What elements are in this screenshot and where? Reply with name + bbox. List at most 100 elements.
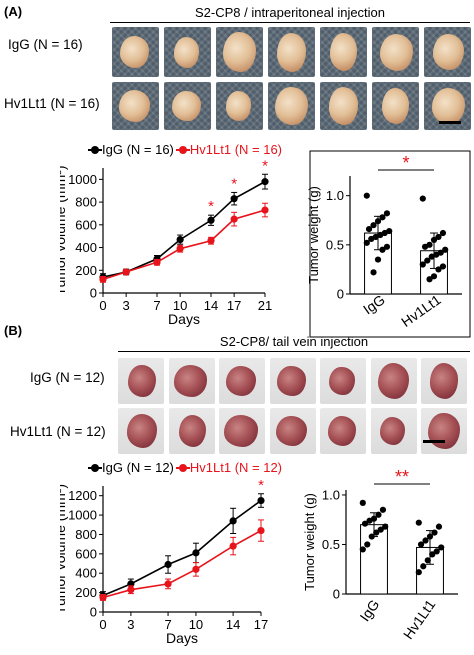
legend-hv1-marker [178, 463, 187, 472]
x-axis-label: Days [168, 311, 200, 327]
y-tick-label: 0 [90, 605, 97, 620]
legend-igg-label: IgG (N = 12) [102, 460, 174, 475]
tumor-photo [219, 408, 265, 454]
tumor-photo [320, 408, 366, 454]
tumor-photo [118, 358, 164, 404]
tumor-photo [168, 358, 215, 404]
sample-point [374, 218, 382, 225]
x-tick-label: 14 [204, 298, 218, 313]
tumor-photo [112, 82, 159, 130]
x-tick-label: 17 [227, 298, 241, 313]
y-tick-label: 0.5 [322, 537, 340, 552]
panel-b-volume-chart: 0 200 400 600 800 1000 1200 0 3 7 10 14 17 Days Tumor … [60, 477, 268, 646]
y-tick-label: 0 [90, 286, 97, 301]
sample-point [429, 551, 436, 558]
panel-a-legend: IgG (N = 16) Hv1Lt1 (N = 16) [88, 142, 282, 157]
sample-point [421, 243, 429, 250]
y-tick-label: 600 [75, 546, 97, 561]
sample-point [420, 563, 427, 570]
tumor-photo [112, 27, 159, 77]
sample-point [435, 523, 443, 530]
sample-point [383, 210, 391, 217]
data-point [153, 258, 161, 266]
tumor-photo [118, 408, 164, 454]
tumor-specimen [173, 36, 200, 68]
series-line-0 [102, 180, 266, 278]
panel-b-row1-label: IgG (N = 12) [30, 370, 105, 385]
tumor-photo [320, 27, 367, 77]
x-tick-label: 14 [226, 617, 240, 632]
legend-igg-label: IgG (N = 16) [102, 142, 174, 157]
y-tick-label: 1.0 [326, 188, 344, 203]
sample-point [365, 226, 373, 233]
tumor-specimen [118, 90, 151, 122]
x-tick-label: 7 [164, 617, 171, 632]
sample-point [435, 266, 442, 273]
sample-point [359, 546, 366, 553]
sample-point [430, 273, 438, 280]
data-point [127, 586, 135, 594]
sample-point [426, 533, 434, 540]
tumor-specimen [276, 415, 307, 447]
sample-point [370, 222, 377, 229]
tumor-specimen [379, 416, 406, 446]
significance-star: * [231, 175, 237, 192]
data-point [207, 237, 215, 245]
x-tick-label: Hv1Lt1 [398, 291, 444, 330]
tumor-photo [219, 358, 265, 404]
x-tick-label: IgG [356, 597, 382, 625]
sample-point [364, 541, 371, 548]
significance-star: * [208, 198, 214, 215]
sample-point [379, 246, 386, 253]
x-tick-label: 10 [173, 298, 187, 313]
panel-b-legend: IgG (N = 12) Hv1Lt1 (N = 12) [88, 460, 282, 475]
panel-a-row1-label: IgG (N = 16) [8, 37, 83, 52]
y-tick-label: 600 [75, 217, 97, 232]
y-axis-label: Tumor volume (mm³) [60, 165, 68, 295]
y-tick-label: 1000 [68, 172, 97, 187]
panel-a-title: S2-CP8 / intraperitoneal injection [194, 5, 386, 20]
data-point [99, 275, 107, 283]
sample-point [359, 499, 366, 506]
data-point [164, 580, 172, 588]
y-tick-label: 0 [337, 287, 344, 302]
tumor-specimen [225, 365, 257, 397]
x-tick-label: 0 [99, 617, 106, 632]
panel-b-label: (B) [4, 323, 23, 338]
tumor-photo [268, 27, 315, 77]
tumor-photo [320, 82, 367, 130]
tumor-specimen [127, 414, 157, 448]
series-line-0 [102, 499, 262, 597]
tumor-photo [370, 408, 417, 454]
y-tick-label: 400 [75, 566, 97, 581]
tumor-photo [424, 82, 471, 130]
tumor-specimen [328, 87, 359, 125]
tumor-photo [168, 408, 215, 454]
data-point [257, 496, 265, 505]
y-axis-label: Tumor volume (mm³) [60, 484, 68, 614]
sample-point [368, 235, 375, 243]
tumor-specimen [330, 33, 357, 71]
tumor-specimen [277, 366, 306, 396]
panel-a-weight-chart: 0 0.5 1.0 Tumor weight (g) IgG Hv1Lt1 * [306, 150, 471, 338]
tumor-photo [424, 27, 471, 77]
tumor-specimen [224, 415, 258, 447]
y-tick-label: 0.5 [326, 237, 344, 252]
data-point [207, 216, 215, 224]
sample-point [439, 229, 447, 237]
legend-igg-marker [91, 145, 99, 154]
sample-point [363, 192, 370, 199]
data-point [122, 268, 130, 276]
tumor-photo [269, 358, 316, 404]
panel-a-row2-label: Hv1Lt1 (N = 16) [4, 96, 100, 111]
sample-point [370, 269, 377, 276]
sample-point [439, 263, 447, 270]
tumor-photo [372, 82, 419, 130]
data-point [99, 593, 107, 602]
panel-a-title-rule [110, 22, 470, 23]
sample-point [379, 506, 387, 513]
sample-point [433, 548, 440, 555]
x-tick-label: 21 [258, 298, 272, 313]
tumor-photo [164, 82, 211, 130]
significance-star: * [402, 153, 409, 173]
